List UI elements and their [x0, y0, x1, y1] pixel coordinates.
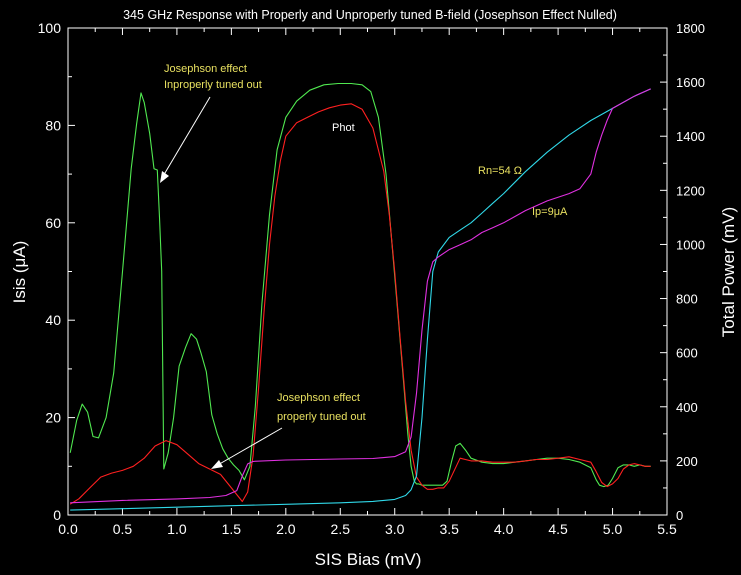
x-tick-label: 3.5 [439, 521, 459, 537]
x-tick-label: 5.0 [603, 521, 623, 537]
series-layer [69, 82, 651, 511]
y-right-tick-label: 200 [676, 454, 698, 469]
y-right-tick-label: 1000 [676, 237, 705, 252]
y-right-tick-label: 400 [676, 400, 698, 415]
annotation-improper-line2: Inproperly tuned out [164, 79, 262, 91]
left-y-axis-label: Isis (μA) [10, 241, 29, 304]
y-right-tick-label: 1600 [676, 75, 705, 90]
arrow-proper-head [211, 460, 223, 469]
right-y-axis: 0 200 400 600 800 1000 1200 1400 1600 1800 [660, 21, 705, 523]
x-tick-label: 4.5 [548, 521, 568, 537]
series-magenta-line [70, 88, 651, 504]
series-cyan-line [70, 88, 651, 511]
series-green-line [69, 82, 651, 488]
right-y-axis-label: Total Power (mV) [719, 207, 738, 337]
x-tick-label: 1.5 [222, 521, 242, 537]
y-right-tick-label: 800 [676, 292, 698, 307]
annotation-arrows [160, 96, 283, 469]
y-left-tick-label: 80 [45, 117, 61, 133]
annotation-rn: Rn=54 Ω [478, 165, 522, 177]
x-tick-label: 4.0 [494, 521, 514, 537]
x-tick-label: 5.5 [657, 521, 677, 537]
annotation-proper-line2: properly tuned out [277, 411, 366, 423]
chart-title: 345 GHz Response with Properly and Unpro… [123, 8, 617, 22]
y-left-tick-label: 40 [45, 312, 61, 328]
plot-area [67, 27, 668, 516]
annotation-phot: Phot [332, 122, 355, 134]
x-tick-label: 1.0 [167, 521, 187, 537]
y-right-tick-label: 600 [676, 346, 698, 361]
arrow-improper-line [161, 96, 211, 179]
x-tick-label: 3.0 [385, 521, 405, 537]
annotation-ip: Ip=9μA [532, 206, 568, 218]
x-tick-label: 2.0 [276, 521, 296, 537]
y-right-tick-label: 1400 [676, 129, 705, 144]
x-tick-label: 2.5 [331, 521, 351, 537]
plot-frame [67, 27, 668, 516]
annotations: Josephson effect Inproperly tuned out Jo… [164, 63, 568, 423]
y-right-tick-label: 0 [676, 508, 683, 523]
series-red-line [69, 103, 651, 505]
x-tick-label: 0.0 [58, 521, 78, 537]
x-axis: 0.0 0.5 1.0 1.5 2.0 2.5 3.0 3.5 4.0 4.5 5.0 5.5 [58, 28, 677, 537]
y-right-tick-label: 1800 [676, 21, 705, 36]
left-y-axis: 0 20 40 60 80 100 [38, 20, 75, 523]
y-left-tick-label: 0 [53, 507, 61, 523]
y-right-tick-label: 1200 [676, 183, 705, 198]
arrow-proper-line [215, 427, 283, 467]
y-left-tick-label: 100 [38, 20, 62, 36]
y-left-tick-label: 60 [45, 215, 61, 231]
y-left-tick-label: 20 [45, 410, 61, 426]
x-tick-label: 0.5 [113, 521, 133, 537]
annotation-proper-line1: Josephson effect [277, 392, 360, 404]
x-axis-label: SIS Bias (mV) [315, 550, 422, 569]
annotation-improper-line1: Josephson effect [164, 63, 247, 75]
arrow-improper-head [160, 171, 169, 183]
